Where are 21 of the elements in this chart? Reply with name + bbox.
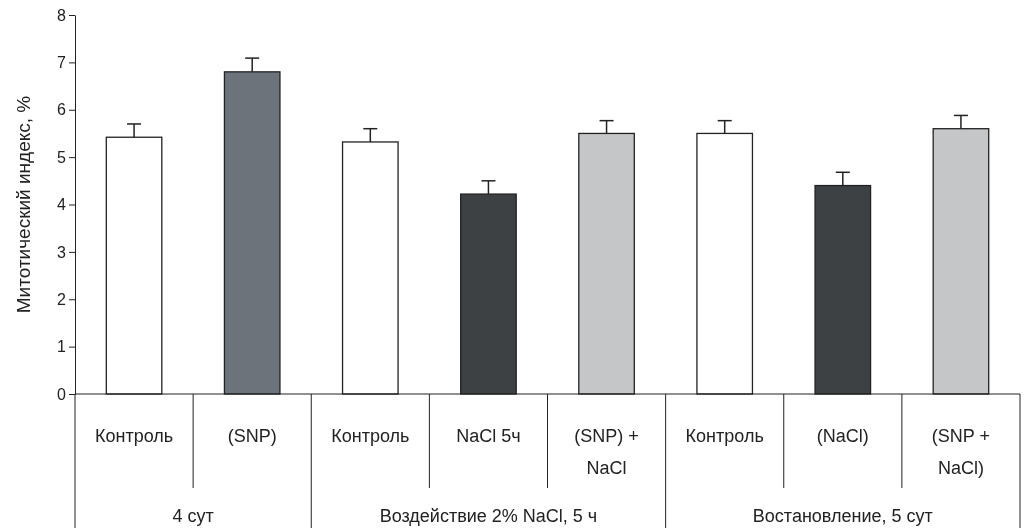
y-tick-label: 6: [57, 101, 67, 119]
text: Воздействие 2% NaCl, 5 ч: [379, 506, 598, 526]
text: Востановление, 5 сут: [752, 506, 933, 526]
x-tick-label: Контроль: [94, 426, 174, 446]
y-tick-label: 2: [57, 290, 67, 308]
x-tick-label: NaCl 5ч: [456, 426, 521, 446]
y-tick-label: 0: [57, 385, 67, 403]
x-tick-label: (SNP) + NaCl: [574, 426, 639, 478]
text: 4 сут: [172, 506, 214, 526]
y-tick-label: 5: [57, 148, 67, 166]
x-tick-label: Контроль: [331, 426, 410, 446]
y-tick-label: 7: [57, 53, 67, 71]
y-tick-label: 8: [57, 6, 67, 24]
x-tick-label: (NaCl): [816, 426, 869, 446]
y-tick-label: 1: [57, 338, 67, 356]
y-tick-label: 4: [57, 196, 67, 214]
y-tick-label: 3: [57, 243, 67, 261]
y-axis-title: Митотический индекс, %: [13, 95, 34, 314]
x-tick-label: Контроль: [685, 426, 764, 446]
x-tick-label: (SNP): [227, 426, 277, 446]
x-tick-label: (SNP + NaCl): [931, 426, 991, 478]
